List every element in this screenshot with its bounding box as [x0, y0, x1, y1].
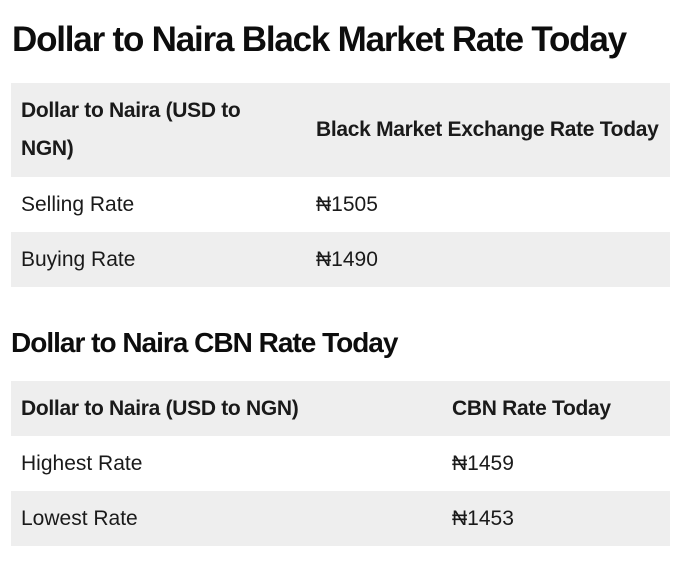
column-header-black-market-rate: Black Market Exchange Rate Today: [316, 118, 659, 141]
black-market-heading: Dollar to Naira Black Market Rate Today: [12, 20, 627, 59]
row-label: Lowest Rate: [21, 506, 138, 530]
table-row-highest-rate: Highest Rate ₦1459: [11, 436, 670, 491]
row-label: Selling Rate: [21, 192, 135, 216]
table-row-lowest-rate: Lowest Rate ₦1453: [11, 491, 670, 546]
cbn-rate-table: Dollar to Naira (USD to NGN) CBN Rate To…: [11, 381, 670, 546]
table-header-row: Dollar to Naira (USD to NGN) CBN Rate To…: [11, 381, 670, 436]
black-market-rate-table: Dollar to Naira (USD to NGN) Black Marke…: [11, 83, 670, 287]
row-value: ₦1459: [452, 451, 514, 475]
column-header-currency-pair: Dollar to Naira (USD to NGN): [21, 396, 299, 420]
table-header-row: Dollar to Naira (USD to NGN) Black Marke…: [11, 83, 670, 177]
row-label: Buying Rate: [21, 247, 136, 271]
row-value: ₦1490: [316, 247, 378, 271]
cbn-rate-heading: Dollar to Naira CBN Rate Today: [11, 327, 398, 358]
table-row-buying-rate: Buying Rate ₦1490: [11, 232, 670, 287]
column-header-cbn-rate: CBN Rate Today: [452, 396, 611, 420]
table-row-selling-rate: Selling Rate ₦1505: [11, 177, 670, 232]
row-value: ₦1453: [452, 506, 514, 530]
row-value: ₦1505: [316, 192, 378, 216]
column-header-currency-pair: Dollar to Naira (USD to NGN): [21, 99, 241, 160]
row-label: Highest Rate: [21, 451, 143, 475]
